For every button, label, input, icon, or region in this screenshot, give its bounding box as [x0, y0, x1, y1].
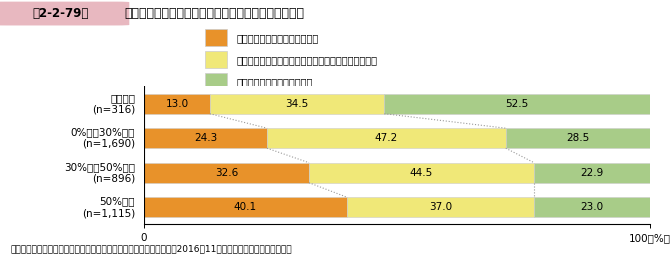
FancyBboxPatch shape	[0, 2, 129, 26]
Text: 定期的に評価額を算出している: 定期的に評価額を算出している	[237, 33, 319, 43]
Bar	[205, 73, 226, 90]
Bar	[144, 163, 309, 183]
Bar	[309, 163, 534, 183]
Text: 32.6: 32.6	[215, 168, 238, 178]
Text: 自己資本比率別に見た、自社株式の評価額の算出状況: 自己資本比率別に見た、自社株式の評価額の算出状況	[124, 6, 304, 20]
Text: 第2-2-79図: 第2-2-79図	[32, 6, 88, 20]
Text: 28.5: 28.5	[566, 133, 590, 143]
Bar	[506, 128, 650, 148]
Text: 13.0: 13.0	[165, 99, 188, 109]
Bar	[144, 128, 267, 148]
Bar	[144, 94, 210, 114]
Text: 不定期だが評価額を算出している（一回のみを含む）: 不定期だが評価額を算出している（一回のみを含む）	[237, 55, 377, 65]
Text: 23.0: 23.0	[581, 202, 604, 212]
Bar	[267, 128, 506, 148]
Text: 資料：中小企業庁委託「企業経営の継続に関するアンケート調査」（2016年11月、（株）東京商工リサーチ）: 資料：中小企業庁委託「企業経営の継続に関するアンケート調査」（2016年11月、…	[10, 245, 291, 254]
Bar	[385, 94, 650, 114]
Bar	[210, 94, 385, 114]
Bar	[205, 29, 226, 46]
Text: 44.5: 44.5	[410, 168, 433, 178]
Text: 22.9: 22.9	[580, 168, 604, 178]
Text: 34.5: 34.5	[285, 99, 309, 109]
Text: 24.3: 24.3	[194, 133, 217, 143]
Text: 評価額を算出したことがない: 評価額を算出したことがない	[237, 77, 313, 87]
Bar	[144, 197, 347, 217]
Bar	[347, 197, 534, 217]
Bar	[205, 51, 226, 68]
Bar	[534, 163, 650, 183]
Text: 47.2: 47.2	[375, 133, 398, 143]
Text: 40.1: 40.1	[234, 202, 257, 212]
Text: 52.5: 52.5	[505, 99, 529, 109]
Text: 37.0: 37.0	[429, 202, 452, 212]
Bar	[534, 197, 651, 217]
